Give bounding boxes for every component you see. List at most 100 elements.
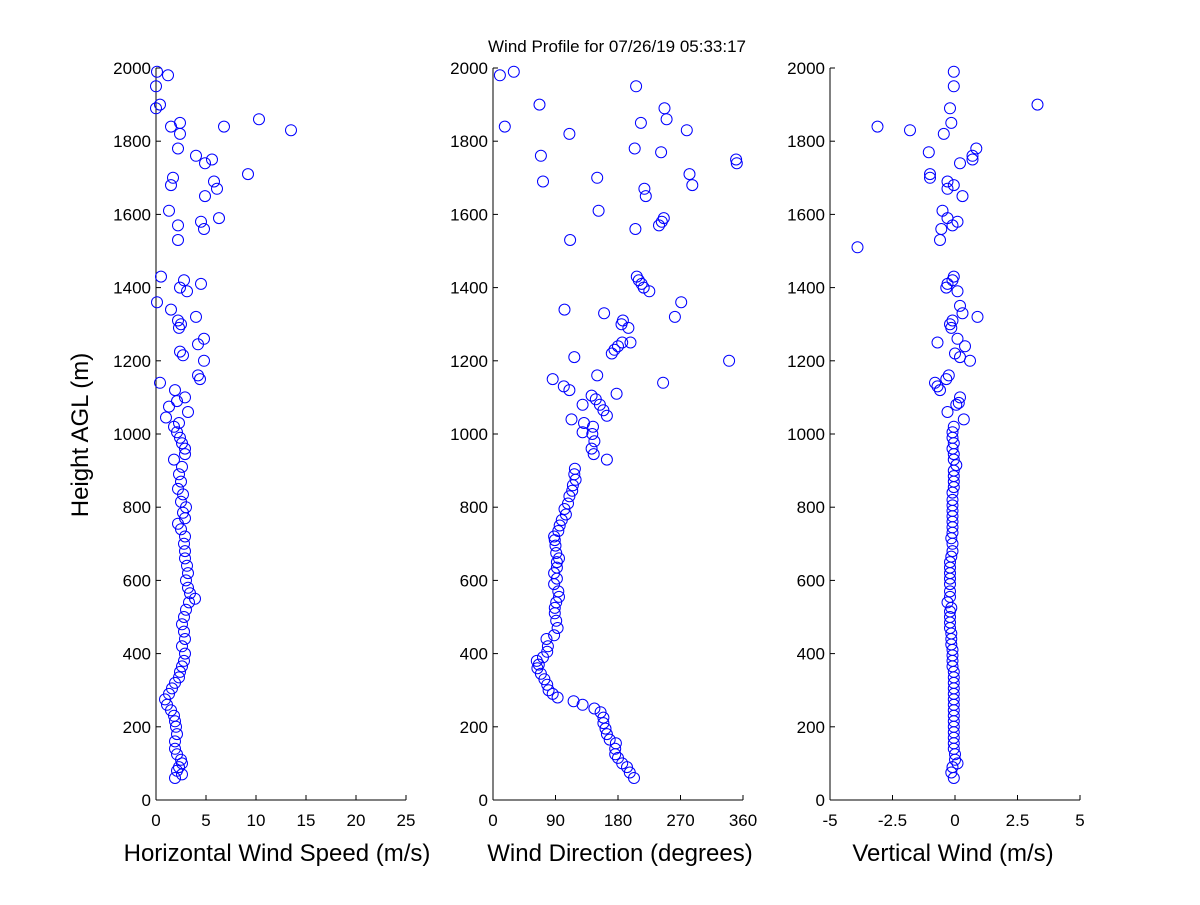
data-point-direction <box>591 171 604 184</box>
data-point-direction <box>568 462 581 475</box>
data-point-direction <box>541 640 554 653</box>
horizontal-wind-speed-panel: 0 200 400 600 800 1000 1200 1400 1600 1800 2000 0 5 1… <box>113 59 430 867</box>
data-point-direction <box>498 120 511 133</box>
data-point-speed <box>169 715 181 728</box>
data-point-speed <box>173 468 185 481</box>
y-tick-label: 1600 <box>787 205 825 224</box>
data-point-vertical <box>1031 98 1044 111</box>
data-point-vertical <box>946 545 959 558</box>
data-point-direction <box>565 413 578 426</box>
data-point-direction <box>630 80 643 93</box>
data-point-vertical <box>931 380 944 393</box>
x-tick-label: 90 <box>546 811 565 830</box>
y-tick-label: 400 <box>123 645 151 664</box>
data-point-vertical <box>944 590 956 603</box>
data-point-speed <box>285 124 297 137</box>
data-point-direction <box>623 766 636 779</box>
data-point-direction <box>552 585 565 598</box>
data-point-speed <box>176 437 188 450</box>
data-point-direction <box>655 146 668 159</box>
data-point-speed <box>176 660 188 673</box>
data-point-direction <box>548 629 561 642</box>
data-point-direction <box>541 645 554 658</box>
data-point-direction <box>568 351 581 364</box>
data-point-vertical <box>936 204 949 217</box>
data-point-direction <box>588 702 601 715</box>
y-tick-label: 1400 <box>113 279 151 298</box>
data-point-vertical <box>937 127 950 140</box>
y-tick-label: 1200 <box>450 352 488 371</box>
data-point-speed <box>218 120 230 133</box>
data-point-speed <box>172 142 184 155</box>
data-point-speed <box>199 157 211 170</box>
data-point-speed <box>163 204 175 217</box>
y-tick-label: 400 <box>460 645 488 664</box>
data-point-vertical <box>924 168 936 181</box>
data-point-direction <box>591 369 604 382</box>
data-point-direction <box>683 168 696 181</box>
data-point-vertical <box>956 307 969 320</box>
data-point-speed <box>180 603 192 616</box>
data-point-speed <box>242 168 254 181</box>
data-point-direction <box>730 153 743 166</box>
data-point-speed <box>182 567 194 580</box>
x-tick-label: 0 <box>950 811 959 830</box>
data-point-speed <box>199 190 211 203</box>
data-point-speed <box>208 175 220 188</box>
data-point-speed <box>179 647 191 660</box>
figure-title: Wind Profile for 07/26/19 05:33:17 <box>488 37 746 56</box>
data-point-direction <box>550 614 563 627</box>
x-axis-label: Horizontal Wind Speed (m/s) <box>124 840 431 867</box>
data-point-direction <box>568 468 581 481</box>
data-point-speed <box>169 735 181 748</box>
data-point-direction <box>551 622 564 634</box>
data-point-vertical <box>945 766 958 779</box>
data-point-vertical <box>950 459 963 472</box>
data-point-speed <box>175 495 187 508</box>
data-point-vertical <box>954 157 966 170</box>
x-tick-label: 25 <box>397 811 416 830</box>
data-point-direction <box>566 484 579 497</box>
y-tick-label: 200 <box>797 718 825 737</box>
data-point-direction <box>608 343 621 356</box>
data-point-speed <box>175 318 187 331</box>
data-point-direction <box>629 223 642 235</box>
data-point-vertical <box>951 285 964 298</box>
data-point-direction <box>541 678 554 691</box>
data-point-vertical <box>946 499 959 512</box>
y-tick-label: 600 <box>123 571 151 590</box>
data-point-direction <box>639 190 652 203</box>
data-point-direction <box>594 706 607 719</box>
data-point-speed <box>174 127 186 140</box>
data-point-vertical <box>966 153 979 166</box>
data-point-vertical <box>949 347 961 360</box>
data-point-vertical <box>947 80 960 93</box>
data-point-speed <box>177 349 189 362</box>
data-point-speed <box>168 709 180 722</box>
data-point-direction <box>530 654 543 667</box>
data-point-direction <box>628 142 641 155</box>
data-point-vertical <box>944 611 956 623</box>
data-point-speed <box>213 212 225 225</box>
y-tick-label: 1000 <box>113 425 151 444</box>
y-tick-label: 1200 <box>113 352 151 371</box>
data-point-vertical <box>964 354 976 367</box>
data-point-vertical <box>945 550 958 563</box>
data-point-vertical <box>944 318 956 331</box>
data-point-vertical <box>950 398 963 411</box>
data-point-speed <box>151 65 163 78</box>
data-point-direction <box>588 435 601 448</box>
data-point-vertical <box>945 116 958 129</box>
data-point-vertical <box>957 413 970 426</box>
data-point-speed <box>198 223 210 235</box>
data-point-direction <box>675 296 688 309</box>
data-point-vertical <box>941 596 954 609</box>
data-point-direction <box>603 733 616 746</box>
y-tick-label: 1200 <box>787 352 825 371</box>
data-point-speed <box>173 761 185 774</box>
data-point-vertical <box>851 241 864 254</box>
y-tick-label: 1000 <box>450 425 488 444</box>
data-point-vertical <box>934 234 946 246</box>
x-axis-label: Wind Direction (degrees) <box>487 840 752 867</box>
data-point-vertical <box>946 493 959 506</box>
